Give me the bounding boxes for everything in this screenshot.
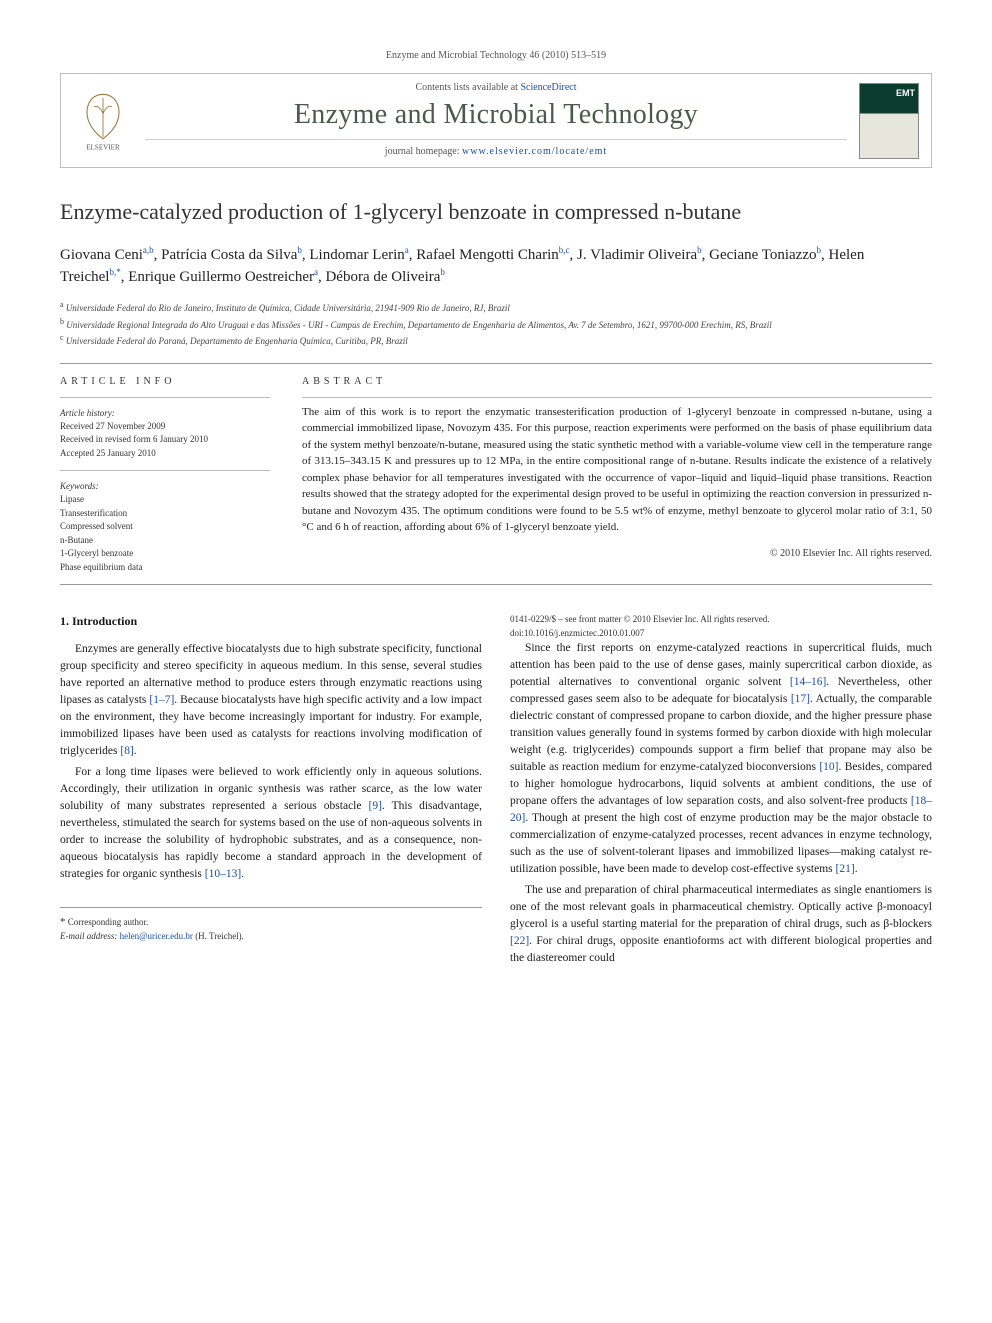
keyword: Lipase xyxy=(60,493,270,507)
ref-link[interactable]: [8] xyxy=(120,745,133,757)
keyword: 1-Glyceryl benzoate xyxy=(60,547,270,561)
keyword: n-Butane xyxy=(60,534,270,548)
homepage-label: journal homepage: xyxy=(385,146,462,157)
ref-link[interactable]: [10] xyxy=(819,761,838,773)
body-para: For a long time lipases were believed to… xyxy=(60,764,482,883)
affiliation-b: Universidade Regional Integrada do Alto … xyxy=(66,320,772,330)
affiliation-a: Universidade Federal do Rio de Janeiro, … xyxy=(66,303,510,313)
article-info-block: article info Article history: Received 2… xyxy=(60,376,270,575)
footnotes: * Corresponding author. E-mail address: … xyxy=(60,907,482,944)
sciencedirect-link[interactable]: ScienceDirect xyxy=(520,82,576,93)
history-accepted: Accepted 25 January 2010 xyxy=(60,447,270,461)
abstract-text: The aim of this work is to report the en… xyxy=(302,404,932,536)
body-para: Since the first reports on enzyme-cataly… xyxy=(510,640,932,878)
body-para: The use and preparation of chiral pharma… xyxy=(510,882,932,967)
corr-star-icon: * xyxy=(60,916,66,928)
info-divider xyxy=(60,470,270,471)
divider xyxy=(60,363,932,364)
journal-header: ELSEVIER Contents lists available at Sci… xyxy=(60,73,932,168)
article-title: Enzyme-catalyzed production of 1-glycery… xyxy=(60,198,932,226)
abstract-divider xyxy=(302,397,932,398)
ref-link[interactable]: [10–13] xyxy=(205,868,241,880)
journal-homepage-link[interactable]: www.elsevier.com/locate/emt xyxy=(462,146,607,157)
elsevier-logo: ELSEVIER xyxy=(61,74,145,167)
keyword: Phase equilibrium data xyxy=(60,561,270,575)
ref-link[interactable]: [18–20] xyxy=(510,795,932,824)
email-label: E-mail address: xyxy=(60,931,117,941)
footer-meta: 0141-0229/$ – see front matter © 2010 El… xyxy=(510,613,932,640)
section-heading: 1. Introduction xyxy=(60,613,482,631)
affiliation-c: Universidade Federal do Paraná, Departam… xyxy=(66,336,408,346)
history-revised: Received in revised form 6 January 2010 xyxy=(60,433,270,447)
history-label: Article history: xyxy=(60,408,270,418)
cover-image xyxy=(859,83,919,159)
corr-author-label: Corresponding author. xyxy=(68,917,149,927)
keywords-label: Keywords: xyxy=(60,481,270,491)
body-para: Enzymes are generally effective biocatal… xyxy=(60,641,482,760)
journal-name: Enzyme and Microbial Technology xyxy=(145,99,847,131)
divider xyxy=(60,584,932,585)
section-title: Introduction xyxy=(72,614,137,628)
publisher-label: ELSEVIER xyxy=(86,143,120,151)
journal-homepage-line: journal homepage: www.elsevier.com/locat… xyxy=(145,139,847,163)
article-info-heading: article info xyxy=(60,376,270,387)
ref-link[interactable]: [9] xyxy=(369,800,382,812)
ref-link[interactable]: [22] xyxy=(510,935,529,947)
contents-available: Contents lists available at ScienceDirec… xyxy=(145,82,847,93)
history-received: Received 27 November 2009 xyxy=(60,420,270,434)
corr-email-link[interactable]: helen@uricer.edu.br xyxy=(120,931,193,941)
section-number: 1. xyxy=(60,614,69,628)
abstract-block: abstract The aim of this work is to repo… xyxy=(302,376,932,575)
abstract-copyright: © 2010 Elsevier Inc. All rights reserved… xyxy=(302,548,932,559)
ref-link[interactable]: [14–16] xyxy=(790,676,826,688)
journal-cover-thumb xyxy=(847,74,931,167)
keyword: Transesterification xyxy=(60,507,270,521)
abstract-heading: abstract xyxy=(302,376,932,387)
body-columns: 1. Introduction Enzymes are generally ef… xyxy=(60,613,932,967)
corr-email-who: (H. Treichel). xyxy=(195,931,244,941)
authors-line: Giovana Cenia,b, Patrícia Costa da Silva… xyxy=(60,244,932,290)
contents-prefix: Contents lists available at xyxy=(415,82,520,93)
info-divider xyxy=(60,397,270,398)
ref-link[interactable]: [17] xyxy=(791,693,810,705)
affiliations: a Universidade Federal do Rio de Janeiro… xyxy=(60,299,932,349)
doi-line: doi:10.1016/j.enzmictec.2010.01.007 xyxy=(510,627,932,641)
ref-link[interactable]: [1–7] xyxy=(149,694,174,706)
running-head: Enzyme and Microbial Technology 46 (2010… xyxy=(60,50,932,61)
keyword: Compressed solvent xyxy=(60,520,270,534)
ref-link[interactable]: [21] xyxy=(836,863,855,875)
front-matter-line: 0141-0229/$ – see front matter © 2010 El… xyxy=(510,613,932,627)
